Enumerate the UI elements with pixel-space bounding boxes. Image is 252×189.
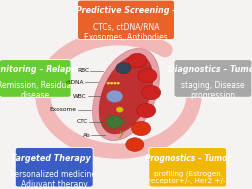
FancyBboxPatch shape xyxy=(15,147,93,187)
Circle shape xyxy=(117,82,120,84)
Ellipse shape xyxy=(99,55,153,134)
Text: Predictive Screening –: Predictive Screening – xyxy=(76,6,176,15)
Text: Remission, Residual
disease: Remission, Residual disease xyxy=(0,81,74,101)
Ellipse shape xyxy=(92,49,160,140)
FancyBboxPatch shape xyxy=(174,60,252,97)
Circle shape xyxy=(107,82,110,84)
Circle shape xyxy=(107,90,123,102)
Circle shape xyxy=(110,82,113,84)
Text: staging, Disease
progression: staging, Disease progression xyxy=(181,81,245,101)
Circle shape xyxy=(116,107,123,112)
Text: CTCs, ctDNA/RNA
Exosomes, Antibodies: CTCs, ctDNA/RNA Exosomes, Antibodies xyxy=(84,23,168,42)
Circle shape xyxy=(128,53,147,68)
Circle shape xyxy=(142,85,161,100)
Text: Targeted Therapy –: Targeted Therapy – xyxy=(11,154,98,163)
Circle shape xyxy=(113,82,116,84)
Text: Exosome: Exosome xyxy=(50,107,77,112)
Text: Diagnostics – Tumor: Diagnostics – Tumor xyxy=(168,65,252,74)
Circle shape xyxy=(116,62,131,74)
Circle shape xyxy=(137,103,156,118)
Circle shape xyxy=(138,68,157,83)
Circle shape xyxy=(106,115,123,128)
Text: Personalized medicine,
Adjuvant therapy: Personalized medicine, Adjuvant therapy xyxy=(10,170,98,189)
Text: Prognostics – Tumor: Prognostics – Tumor xyxy=(145,154,231,163)
Text: RBC: RBC xyxy=(77,68,89,73)
Text: Ab: Ab xyxy=(83,133,91,138)
Circle shape xyxy=(132,121,151,136)
Circle shape xyxy=(126,138,144,151)
Text: profiling (Estrogen
receptor+/-, Her2 +/-): profiling (Estrogen receptor+/-, Her2 +/… xyxy=(148,170,228,184)
FancyBboxPatch shape xyxy=(0,60,71,97)
FancyBboxPatch shape xyxy=(78,0,174,40)
Text: CTC: CTC xyxy=(77,119,88,124)
FancyBboxPatch shape xyxy=(149,147,227,187)
Text: Monitoring – Relapse,: Monitoring – Relapse, xyxy=(0,65,84,74)
Text: WBC: WBC xyxy=(73,94,87,99)
Text: ctDNA: ctDNA xyxy=(66,80,84,85)
